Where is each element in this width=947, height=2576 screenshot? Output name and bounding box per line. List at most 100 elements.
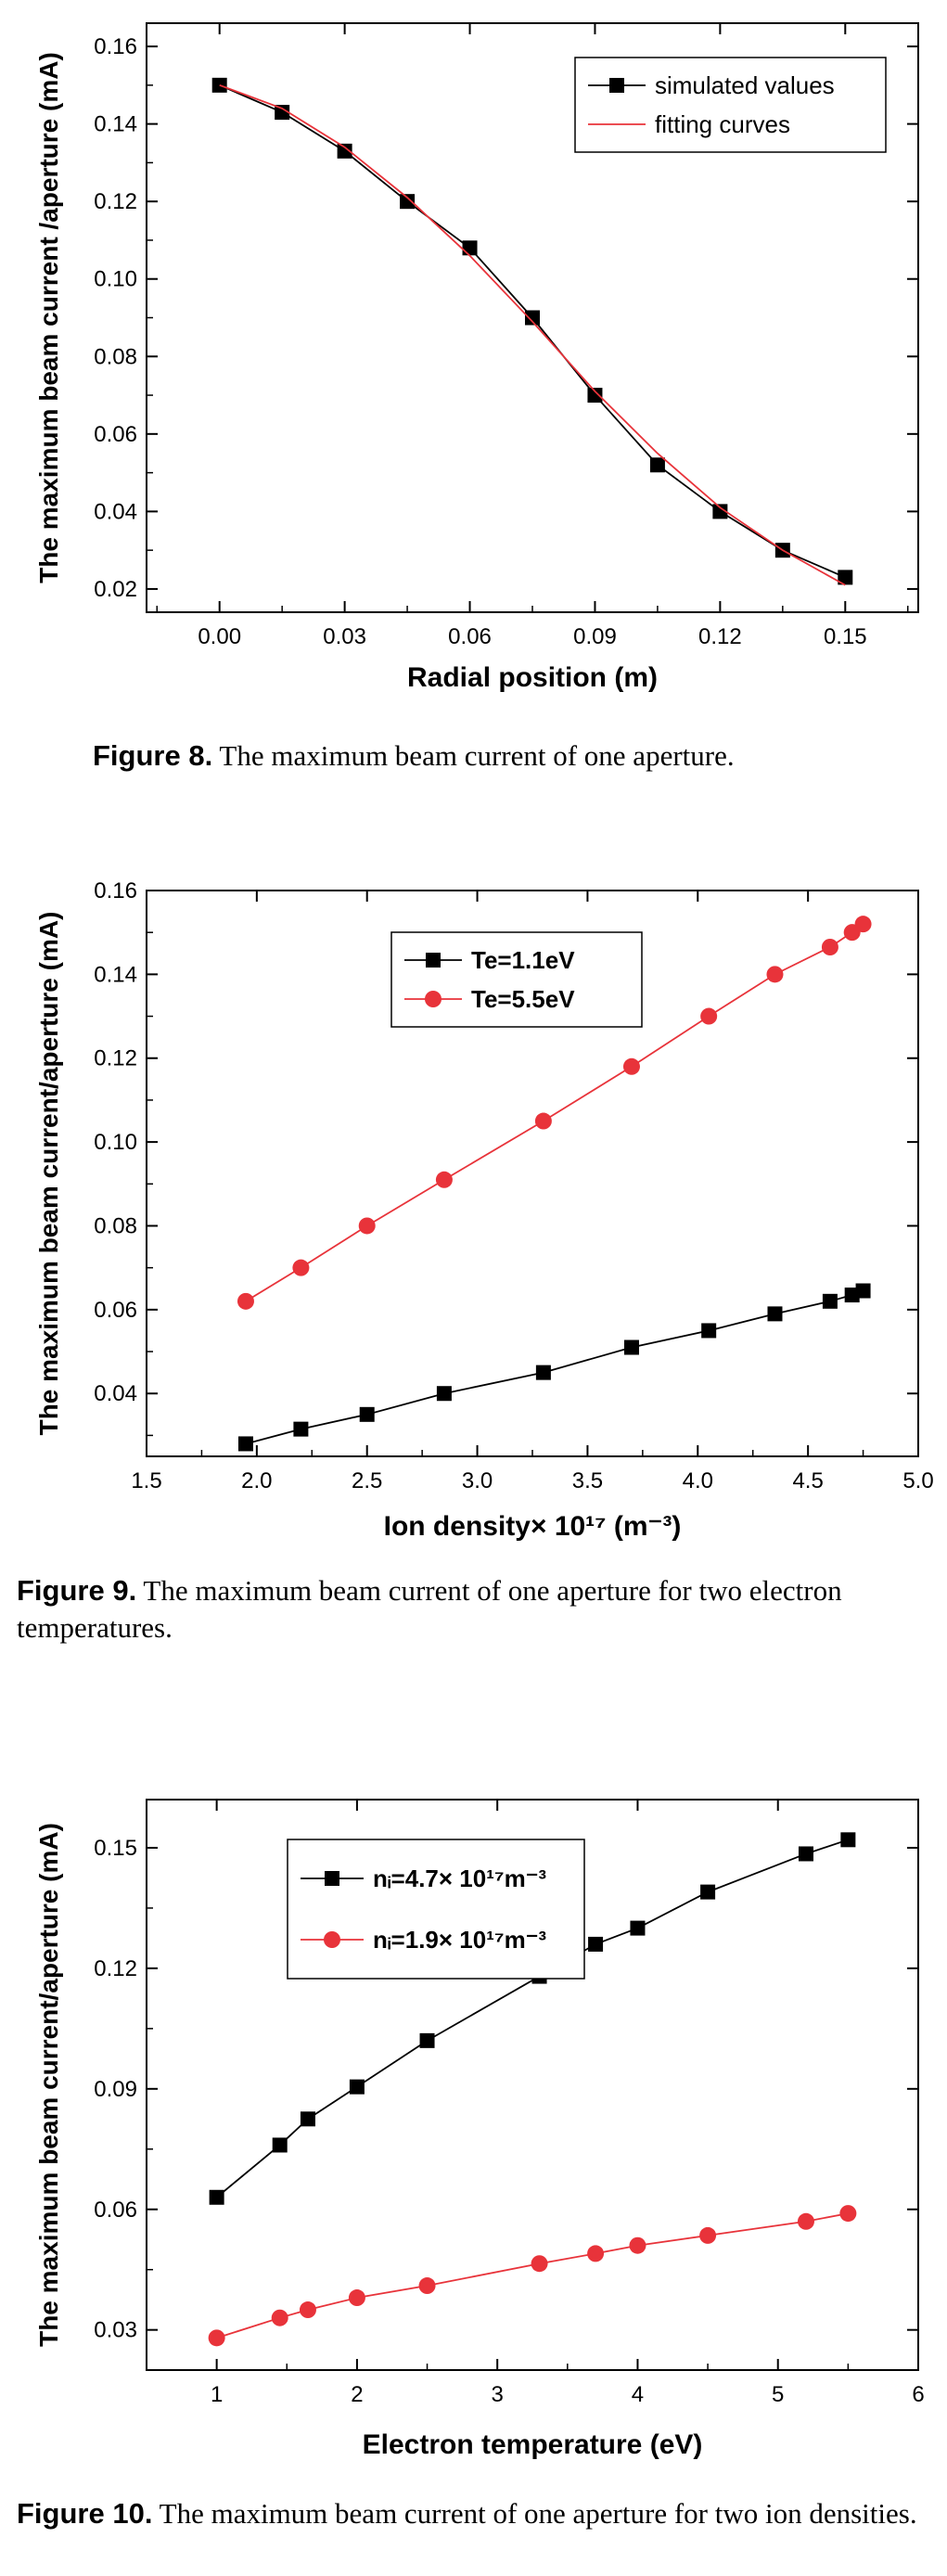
data-point (855, 1283, 871, 1299)
y-tick-label: 0.03 (94, 2318, 137, 2343)
x-tick-label: 1.5 (131, 1468, 161, 1493)
data-point (531, 2255, 548, 2273)
data-point (623, 1339, 639, 1355)
y-tick-label: 0.06 (94, 2198, 137, 2223)
data-point (700, 1884, 716, 1900)
data-point (701, 1323, 717, 1339)
y-tick-label: 0.06 (94, 1298, 137, 1323)
data-point (840, 1832, 856, 1848)
data-point (400, 194, 416, 210)
data-point (700, 1007, 718, 1025)
x-tick-label: 0.09 (573, 624, 617, 649)
data-point (337, 143, 352, 159)
x-axis-label: Ion density× 10¹⁷ (m⁻³) (384, 1511, 682, 1542)
legend: Te=1.1eV Te=5.5eV (390, 931, 643, 1028)
series-line (219, 84, 846, 579)
data-point (854, 916, 872, 933)
data-point (822, 1293, 838, 1309)
y-tick-label: 0.02 (94, 577, 137, 602)
figure-9: 1.5 2.0 2.5 3.0 3.5 4.0 4.5 5.0 0.04 0.06 0.08 0.10… (0, 863, 947, 1679)
data-point (588, 1936, 604, 1952)
plot-frame (146, 1799, 919, 2371)
x-tick-label: 4.0 (683, 1468, 713, 1493)
data-point (587, 2245, 605, 2262)
y-tick-label: 0.16 (94, 34, 137, 59)
x-tick-label: 4 (632, 2382, 644, 2407)
figure-10-caption: Figure 10. The maximum beam current of o… (17, 2495, 935, 2532)
data-point (525, 310, 540, 326)
y-tick-label: 0.12 (94, 1956, 137, 1981)
y-tick-label: 0.12 (94, 189, 137, 214)
y-tick-label: 0.15 (94, 1836, 137, 1861)
chart-radial-position: 0.00 0.03 0.06 0.09 0.12 0.15 0.02 0.04 0.06 0.08… (34, 22, 919, 693)
legend-swatch-marker (426, 953, 441, 968)
legend-swatch-marker (609, 78, 624, 93)
x-tick-label: 2 (351, 2382, 363, 2407)
data-point (208, 2329, 225, 2347)
x-axis-label: Radial position (m) (407, 662, 658, 693)
figure-10-caption-label: Figure 10. (17, 2497, 153, 2530)
legend-label: nᵢ=4.7× 10¹⁷m⁻³ (373, 1865, 546, 1892)
data-point (838, 570, 853, 585)
data-point (821, 939, 838, 955)
y-tick-label: 0.09 (94, 2077, 137, 2102)
legend-label: nᵢ=1.9× 10¹⁷m⁻³ (373, 1926, 546, 1954)
y-tick-label: 0.14 (94, 962, 137, 987)
figure-10-caption-text: The maximum beam current of one aperture… (159, 2497, 917, 2530)
series-line (219, 83, 846, 586)
legend-label: simulated values (655, 71, 835, 99)
series-0 (211, 77, 853, 585)
figure-8-caption-text: The maximum beam current of one aperture… (219, 739, 735, 772)
series-1 (208, 2205, 857, 2347)
series-1 (237, 916, 872, 1310)
data-point (766, 966, 784, 983)
data-point (418, 2277, 436, 2295)
data-point (587, 388, 603, 404)
data-point (272, 2137, 288, 2153)
x-axis-label: Electron temperature (eV) (363, 2429, 703, 2460)
y-tick-label: 0.12 (94, 1046, 137, 1071)
data-point (271, 2309, 288, 2326)
y-tick-label: 0.10 (94, 267, 137, 292)
data-point (299, 2301, 316, 2319)
data-point (535, 1365, 551, 1380)
data-point (358, 1217, 376, 1235)
data-point (209, 2189, 224, 2205)
figure-8: 0.00 0.03 0.06 0.09 0.12 0.15 0.02 0.04 0.06 0.08… (0, 0, 947, 816)
x-tick-label: 5 (772, 2382, 784, 2407)
figure-9-caption-label: Figure 9. (17, 1574, 137, 1607)
figure-8-caption-label: Figure 8. (93, 739, 213, 772)
x-tick-label: 2.0 (241, 1468, 272, 1493)
data-point (630, 1920, 646, 1936)
data-point (629, 2236, 646, 2254)
y-axis-label: The maximum beam current/aperture (mA) (34, 912, 63, 1436)
legend-label: fitting curves (655, 110, 790, 138)
series-0 (237, 1283, 871, 1452)
x-tick-label: 0.03 (323, 624, 366, 649)
data-point (349, 2079, 365, 2095)
data-point (348, 2289, 365, 2307)
legend-box (390, 931, 643, 1028)
x-tick-label: 3 (492, 2382, 504, 2407)
legend-swatch-marker (325, 1871, 339, 1886)
data-point (767, 1306, 783, 1322)
y-tick-label: 0.04 (94, 1381, 137, 1406)
figure-10: 1 2 3 4 5 6 0.03 0.06 0.09 0.12 0.15 Electron tempe… (0, 1776, 947, 2576)
legend-box (574, 57, 887, 153)
data-point (798, 1846, 813, 1862)
y-tick-label: 0.14 (94, 112, 137, 137)
chart-ion-density: 1.5 2.0 2.5 3.0 3.5 4.0 4.5 5.0 0.04 0.06 0.08 0.10… (34, 878, 934, 1542)
series-line (216, 2212, 849, 2339)
data-point (622, 1057, 640, 1075)
data-point (292, 1259, 310, 1276)
data-point (300, 2111, 315, 2127)
legend-swatch-marker (425, 991, 442, 1007)
x-tick-label: 0.12 (698, 624, 742, 649)
y-tick-label: 0.16 (94, 878, 137, 904)
x-tick-label: 3.5 (572, 1468, 603, 1493)
chart-electron-temperature: 1 2 3 4 5 6 0.03 0.06 0.09 0.12 0.15 Electron tempe… (34, 1799, 925, 2460)
data-point (275, 105, 290, 121)
x-tick-label: 4.5 (792, 1468, 823, 1493)
legend-label: Te=5.5eV (471, 985, 575, 1013)
series-1 (219, 83, 846, 586)
